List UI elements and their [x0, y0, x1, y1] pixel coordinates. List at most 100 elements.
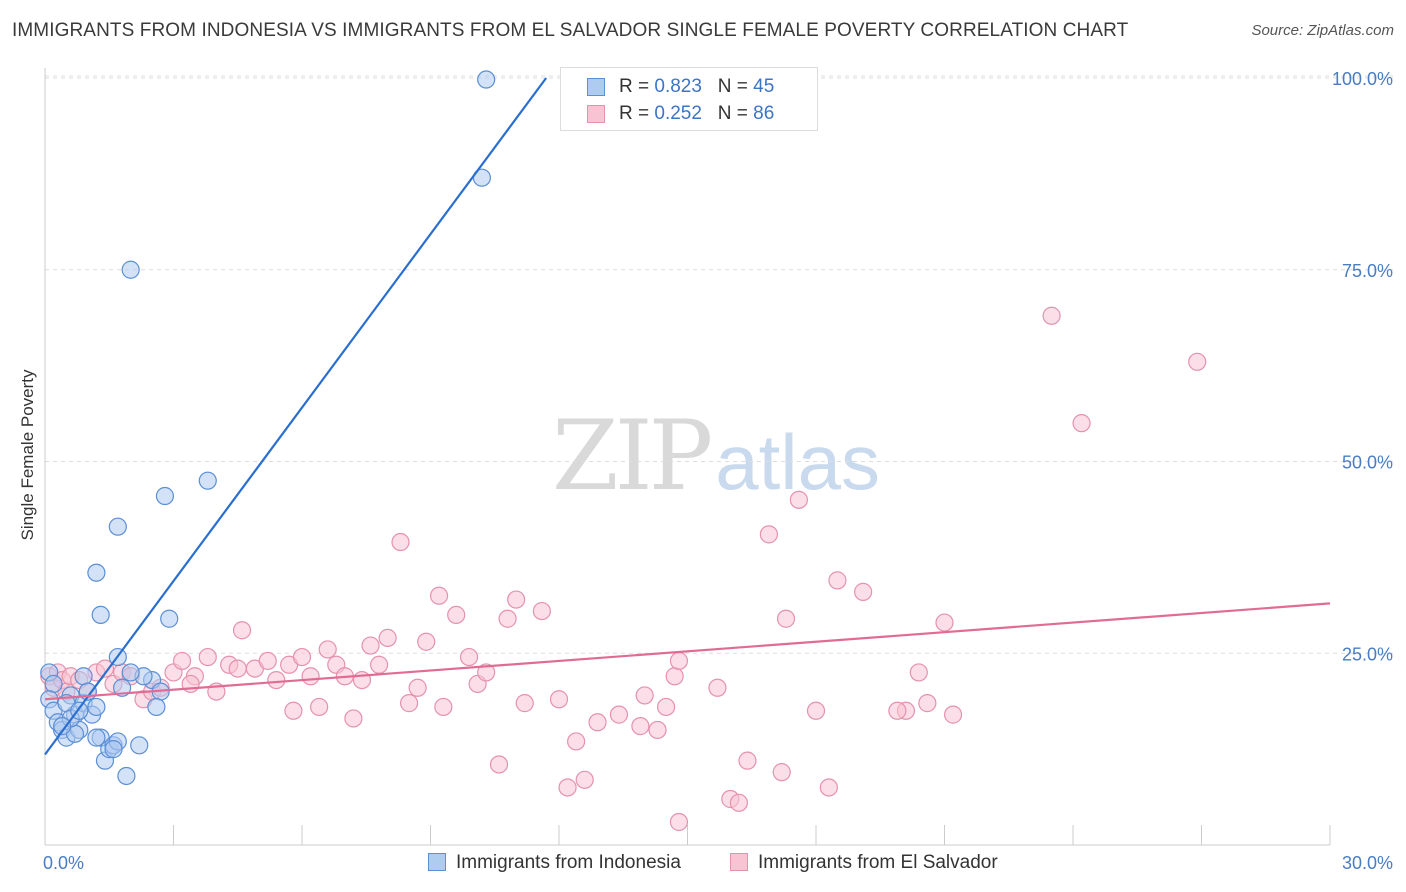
data-point-indonesia: [160, 609, 179, 628]
data-point-el-salvador: [806, 701, 826, 720]
data-point-el-salvador: [284, 701, 303, 720]
correlation-legend: R = 0.823 N = 45 R = 0.252 N = 86: [560, 67, 818, 131]
data-point-el-salvador: [232, 621, 252, 640]
data-point-el-salvador: [819, 778, 838, 797]
data-point-el-salvador: [399, 694, 419, 713]
data-point-el-salvador: [567, 732, 586, 751]
data-point-el-salvador: [1188, 352, 1207, 371]
data-point-indonesia: [155, 486, 175, 506]
legend-swatch-indonesia: [587, 78, 605, 96]
data-point-el-salvador: [532, 601, 551, 621]
data-point-el-salvador: [549, 690, 569, 709]
data-point-el-salvador: [498, 609, 517, 628]
data-point-el-salvador: [391, 532, 410, 552]
data-point-el-salvador: [772, 763, 791, 782]
trend-line-indonesia: [44, 77, 548, 756]
watermark-zip: ZIP: [552, 400, 713, 512]
data-point-el-salvador: [648, 720, 667, 740]
data-point-el-salvador: [267, 670, 286, 690]
data-point-el-salvador: [729, 793, 749, 812]
data-point-el-salvador: [489, 755, 509, 774]
data-point-el-salvador: [759, 525, 778, 544]
data-point-el-salvador: [918, 694, 937, 713]
bottom-legend-swatch-el-salvador: [730, 853, 748, 871]
data-point-el-salvador: [789, 490, 808, 509]
legend-text-el-salvador: R = 0.252 N = 86: [619, 103, 775, 124]
data-point-el-salvador: [1072, 414, 1091, 433]
data-point-el-salvador: [292, 647, 312, 667]
data-point-indonesia: [104, 740, 123, 759]
data-point-indonesia: [477, 70, 496, 89]
data-point-indonesia: [44, 674, 63, 694]
data-point-el-salvador: [588, 713, 607, 732]
data-point-el-salvador: [370, 655, 389, 674]
source-note: Source: ZipAtlas.com: [1251, 22, 1394, 39]
data-point-el-salvador: [95, 659, 115, 678]
legend-n-value: 45: [753, 76, 775, 97]
data-point-el-salvador: [344, 709, 363, 728]
legend-r-value: 0.823: [654, 76, 702, 97]
trend-lines: [44, 77, 1331, 756]
axes: [44, 68, 1331, 846]
data-point-el-salvador: [172, 651, 192, 671]
y-tick-label: 25.0%: [1342, 644, 1393, 664]
data-point-indonesia: [74, 667, 93, 686]
x-tick-label: 30.0%: [1342, 853, 1393, 873]
data-point-el-salvador: [635, 686, 654, 705]
data-point-el-salvador: [258, 651, 277, 671]
data-point-indonesia: [130, 736, 149, 755]
data-point-indonesia: [117, 766, 136, 786]
data-point-indonesia: [112, 678, 132, 697]
data-point-el-salvador: [417, 632, 436, 651]
bottom-legend-el-salvador: Immigrants from El Salvador: [730, 852, 998, 874]
data-point-indonesia: [91, 605, 110, 625]
data-point-el-salvador: [310, 697, 329, 717]
data-point-el-salvador: [447, 605, 466, 625]
y-tick-label: 75.0%: [1342, 261, 1393, 281]
data-point-el-salvador: [408, 678, 427, 697]
data-point-el-salvador: [609, 705, 629, 724]
bottom-legend-swatch-indonesia: [428, 853, 446, 871]
data-point-el-salvador: [656, 697, 676, 717]
data-point-el-salvador: [434, 697, 453, 717]
data-point-indonesia: [108, 517, 127, 536]
data-point-indonesia: [147, 697, 166, 717]
trend-line-el-salvador: [44, 602, 1331, 701]
bottom-legend-label-indonesia: Immigrants from Indonesia: [456, 852, 681, 873]
data-point-el-salvador: [665, 667, 684, 686]
data-point-el-salvador: [776, 609, 796, 628]
data-point-el-salvador: [935, 613, 954, 632]
bottom-legend-indonesia: Immigrants from Indonesia: [428, 852, 681, 874]
data-point-el-salvador: [515, 694, 534, 713]
data-point-el-salvador: [909, 663, 928, 682]
y-tick-label: 100.0%: [1332, 69, 1393, 89]
data-point-el-salvador: [459, 647, 479, 667]
data-point-indonesia: [87, 563, 106, 582]
data-point-el-salvador: [477, 663, 496, 682]
data-point-el-salvador: [228, 659, 247, 678]
data-point-el-salvador: [888, 701, 907, 720]
data-point-el-salvador: [575, 770, 594, 789]
tick-labels: 25.0% 50.0% 75.0% 100.0% 0.0% 30.0%: [43, 69, 1393, 873]
data-point-el-salvador: [669, 651, 689, 671]
data-point-el-salvador: [301, 667, 320, 686]
data-point-el-salvador: [429, 586, 449, 605]
data-point-indonesia: [121, 663, 140, 682]
data-point-el-salvador: [558, 778, 577, 797]
legend-n-value: 86: [753, 103, 775, 124]
chart-title: IMMIGRANTS FROM INDONESIA VS IMMIGRANTS …: [12, 20, 1129, 41]
data-point-el-salvador: [669, 812, 689, 832]
x-tick-label: 0.0%: [43, 853, 84, 873]
data-point-el-salvador: [507, 590, 526, 609]
data-point-el-salvador: [1042, 306, 1061, 325]
series-el-salvador: [40, 306, 1207, 832]
data-point-indonesia: [121, 260, 140, 279]
data-point-el-salvador: [378, 628, 397, 648]
legend-swatch-el-salvador: [587, 105, 605, 123]
data-point-el-salvador: [854, 582, 873, 601]
data-point-el-salvador: [738, 751, 757, 770]
y-tick-label: 50.0%: [1342, 453, 1393, 473]
data-point-el-salvador: [708, 678, 727, 697]
data-point-el-salvador: [198, 647, 217, 667]
